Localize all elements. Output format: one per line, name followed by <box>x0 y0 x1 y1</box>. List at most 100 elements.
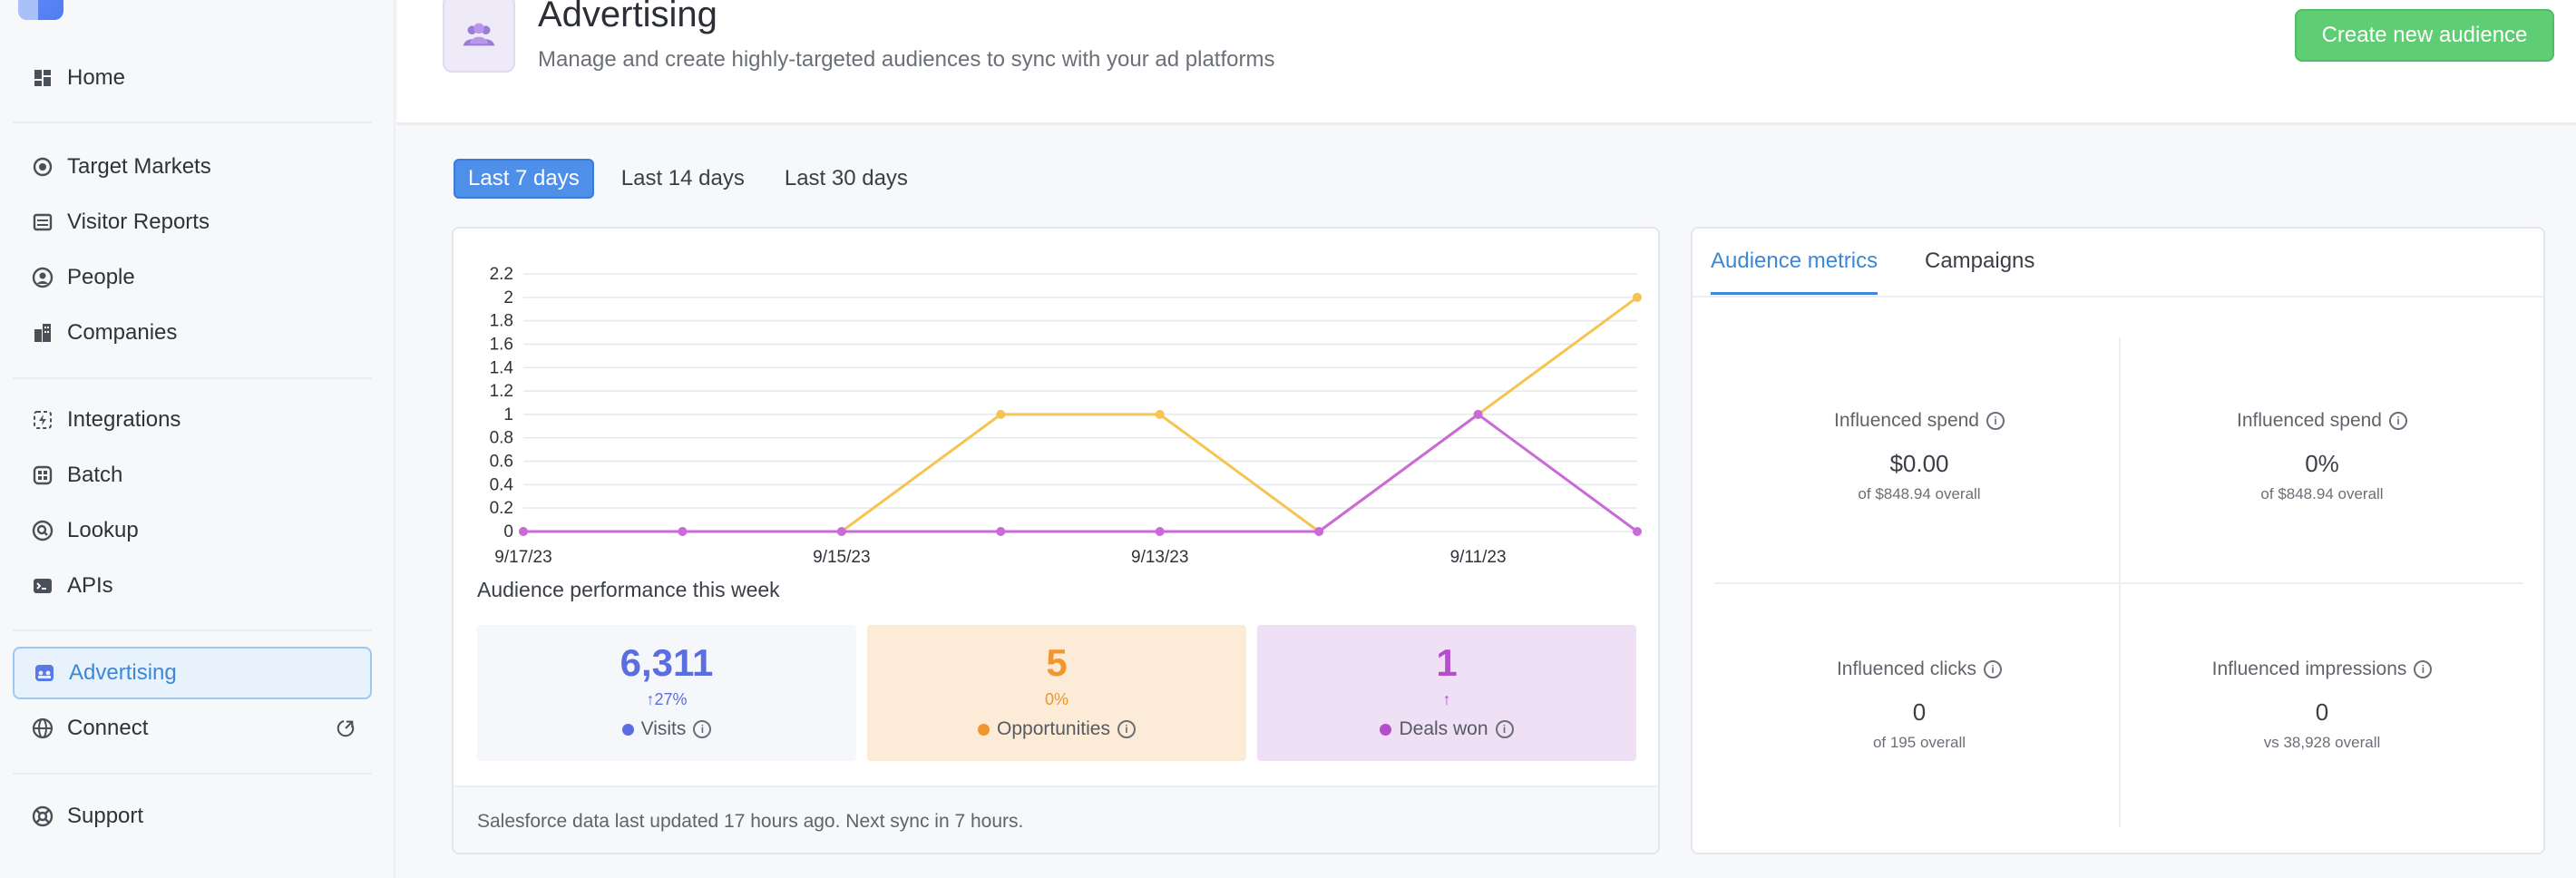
info-icon[interactable]: i <box>2388 412 2407 430</box>
metric-value: $0.00 <box>1889 450 1949 477</box>
sidebar-item-apis[interactable]: APIs <box>13 560 372 612</box>
y-tick-label: 1 <box>503 405 513 424</box>
batch-icon <box>31 463 54 487</box>
sidebar-item-label: Visitor Reports <box>67 210 210 234</box>
sidebar-item-label: Batch <box>67 463 123 487</box>
sidebar-item-companies[interactable]: Companies <box>13 307 372 359</box>
influenced-spend-metric: Influenced spend i $0.00 of $848.94 overa… <box>1720 410 2119 503</box>
page-title: Advertising <box>538 0 717 34</box>
data-point <box>1155 409 1165 419</box>
sidebar-item-support[interactable]: Support <box>13 790 372 843</box>
people-icon <box>31 266 54 289</box>
sidebar: Home Target Markets Visitor Reports Peop… <box>0 0 395 878</box>
sidebar-item-advertising[interactable]: Advertising <box>13 647 372 699</box>
y-tick-label: 1.6 <box>490 335 513 354</box>
metric-label: Influenced clicks <box>1836 658 1977 679</box>
opportunities-stat: 5 0% Opportunities i <box>867 625 1246 761</box>
sidebar-item-connect[interactable]: Connect <box>13 702 372 755</box>
sidebar-item-people[interactable]: People <box>13 251 372 304</box>
stat-change: 0% <box>1044 690 1068 708</box>
sidebar-item-label: Target Markets <box>67 154 211 179</box>
sidebar-item-batch[interactable]: Batch <box>13 449 372 502</box>
sidebar-item-home[interactable]: Home <box>13 52 372 104</box>
metric-subtext: of $848.94 overall <box>2260 485 2384 502</box>
y-tick-label: 0.4 <box>490 475 514 494</box>
sidebar-item-visitor-reports[interactable]: Visitor Reports <box>13 196 372 249</box>
stat-label: Deals won i <box>1257 718 1636 740</box>
sidebar-item-label: Support <box>67 804 144 828</box>
divider <box>13 629 372 631</box>
date-range-tabs: Last 7 days Last 14 days Last 30 days <box>454 159 921 199</box>
divider <box>13 773 372 775</box>
legend-dot <box>621 723 634 736</box>
info-icon[interactable]: i <box>1986 412 2005 430</box>
dashboard-icon <box>31 66 54 90</box>
x-tick-label: 9/11/23 <box>1450 548 1507 567</box>
divider <box>13 122 372 123</box>
info-icon[interactable]: i <box>1117 720 1136 738</box>
metrics-tabs: Audience metrics Campaigns <box>1693 229 2543 298</box>
y-tick-label: 0.8 <box>490 429 513 448</box>
sidebar-item-label: Integrations <box>67 407 181 432</box>
stat-change: ↑27% <box>646 690 688 708</box>
stat-value: 1 <box>1436 641 1458 684</box>
terminal-icon <box>31 574 54 598</box>
tab-audience-metrics[interactable]: Audience metrics <box>1711 249 1878 295</box>
sidebar-item-lookup[interactable]: Lookup <box>13 504 372 557</box>
tab-last-7-days[interactable]: Last 7 days <box>454 159 594 199</box>
legend-dot <box>1380 723 1392 736</box>
x-tick-label: 9/13/23 <box>1131 548 1188 567</box>
performance-card: 2.2 2 1.8 1.6 1.4 1.2 1 0.8 0.6 0.4 0.2 0 9/17/23 9/1… <box>452 227 1660 854</box>
series-line <box>523 413 1638 533</box>
y-tick-label: 0.2 <box>490 499 513 518</box>
influenced-clicks-metric: Influenced clicks i 0 of 195 overall <box>1720 658 2119 752</box>
audience-icon <box>33 661 56 685</box>
data-point <box>836 527 846 536</box>
metric-subtext: vs 38,928 overall <box>2263 734 2381 751</box>
data-point <box>996 527 1006 536</box>
page-header: Advertising Manage and create highly-tar… <box>397 0 2576 125</box>
data-point <box>1633 292 1642 302</box>
data-point <box>996 409 1006 419</box>
tab-last-14-days[interactable]: Last 14 days <box>620 166 745 190</box>
sidebar-item-integrations[interactable]: Integrations <box>13 394 372 446</box>
external-link-icon[interactable] <box>336 718 356 738</box>
target-icon <box>31 155 54 179</box>
tab-campaigns[interactable]: Campaigns <box>1925 249 2035 273</box>
metric-subtext: of $848.94 overall <box>1858 485 1981 502</box>
report-icon <box>31 210 54 234</box>
lifebuoy-icon <box>31 805 54 828</box>
info-icon[interactable]: i <box>1495 720 1514 738</box>
y-tick-label: 1.4 <box>490 358 514 377</box>
arrow-up-icon: ↑ <box>646 690 655 708</box>
app-logo[interactable] <box>18 0 63 20</box>
sidebar-item-label: Lookup <box>67 518 139 542</box>
sidebar-item-label: APIs <box>67 573 113 598</box>
sidebar-item-label: Advertising <box>69 660 177 685</box>
audience-icon <box>443 0 515 73</box>
building-icon <box>31 321 54 345</box>
data-point <box>1473 409 1483 419</box>
sidebar-item-label: Companies <box>67 320 178 345</box>
y-tick-label: 0.6 <box>490 453 513 472</box>
influenced-spend-percent-metric: Influenced spend i 0% of $848.94 overall <box>2122 410 2522 503</box>
sync-status-note: Salesforce data last updated 17 hours ag… <box>454 785 1658 853</box>
info-icon[interactable]: i <box>1984 660 2003 678</box>
create-audience-button[interactable]: Create new audience <box>2295 9 2554 62</box>
deals-won-stat: 1 ↑ Deals won i <box>1257 625 1636 761</box>
line-chart: 2.2 2 1.8 1.6 1.4 1.2 1 0.8 0.6 0.4 0.2 0 9/17/23 9/1… <box>490 265 1642 567</box>
x-tick-label: 9/15/23 <box>813 548 870 567</box>
metric-value: 0% <box>2305 450 2339 477</box>
y-tick-label: 0 <box>503 522 513 541</box>
tab-last-30-days[interactable]: Last 30 days <box>784 166 908 190</box>
data-point <box>1155 527 1165 536</box>
data-point <box>678 527 688 536</box>
info-icon[interactable]: i <box>2414 660 2433 678</box>
info-icon[interactable]: i <box>693 720 712 738</box>
sidebar-item-target-markets[interactable]: Target Markets <box>13 141 372 193</box>
data-point <box>1633 527 1642 536</box>
sidebar-item-label: Connect <box>67 716 149 740</box>
metric-label: Influenced spend <box>1834 410 1979 431</box>
stat-change: ↑ <box>1257 690 1636 709</box>
performance-title: Audience performance this week <box>477 578 780 601</box>
